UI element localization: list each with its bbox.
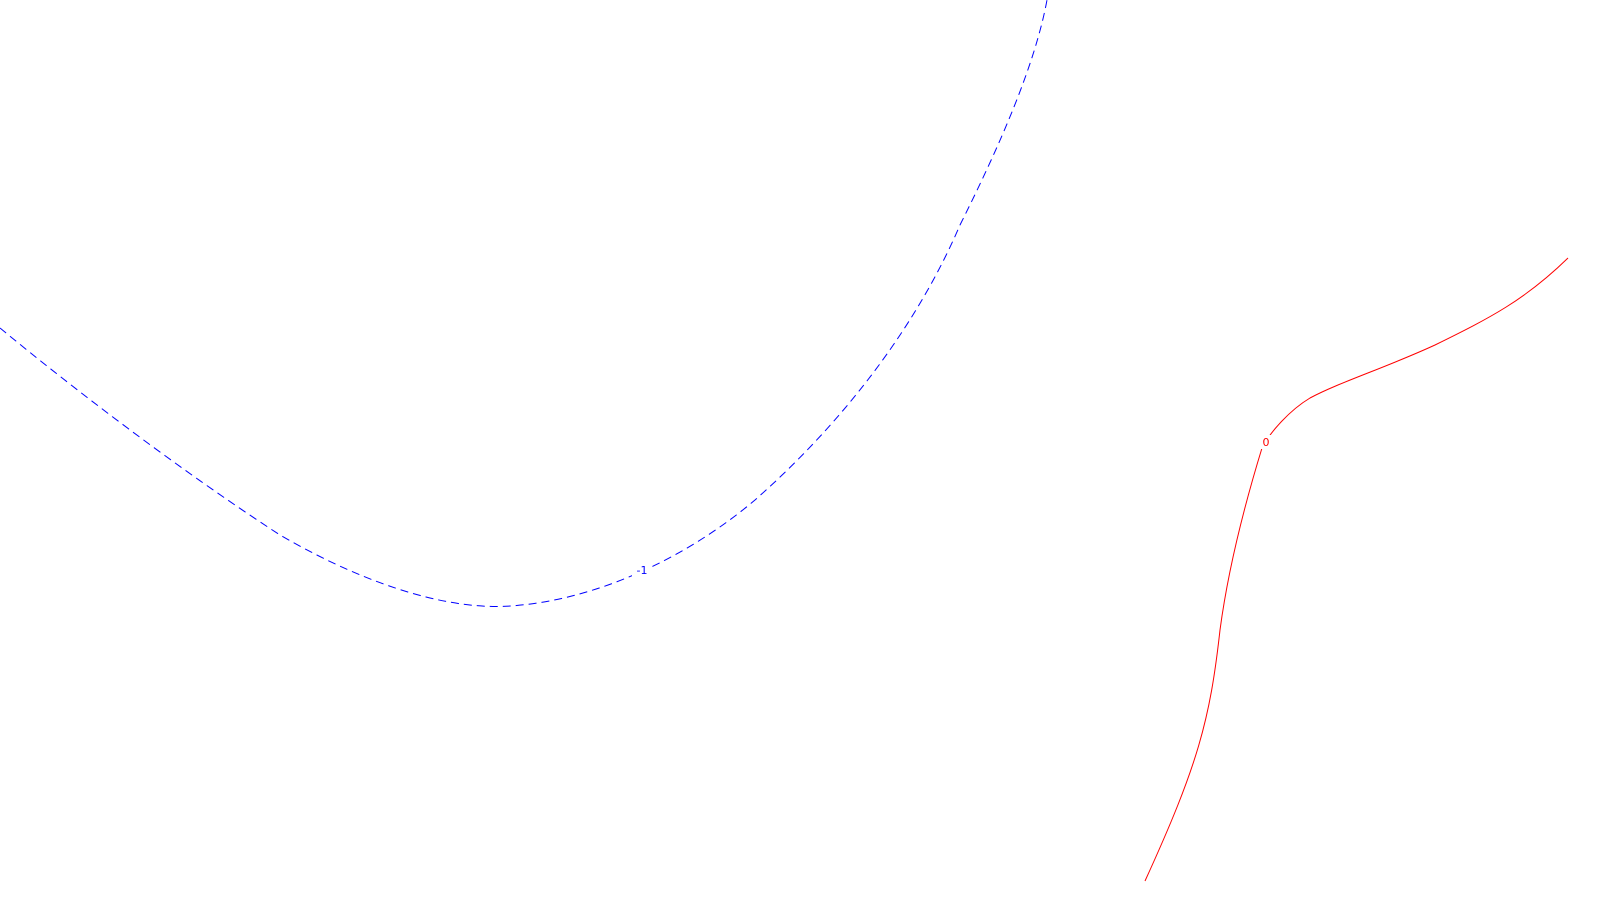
contour-line-zero [1144,257,1569,882]
contour-label-negative-one: -1 [637,564,648,577]
contour-label-background-negative-one [632,563,652,577]
contour-line-negative-one [0,0,1048,607]
contour-label-background-zero [1259,435,1273,449]
contour-series-zero: 0 [1144,257,1569,882]
contour-series-negative: -1 [0,0,1048,607]
contour-label-zero: 0 [1263,436,1270,449]
